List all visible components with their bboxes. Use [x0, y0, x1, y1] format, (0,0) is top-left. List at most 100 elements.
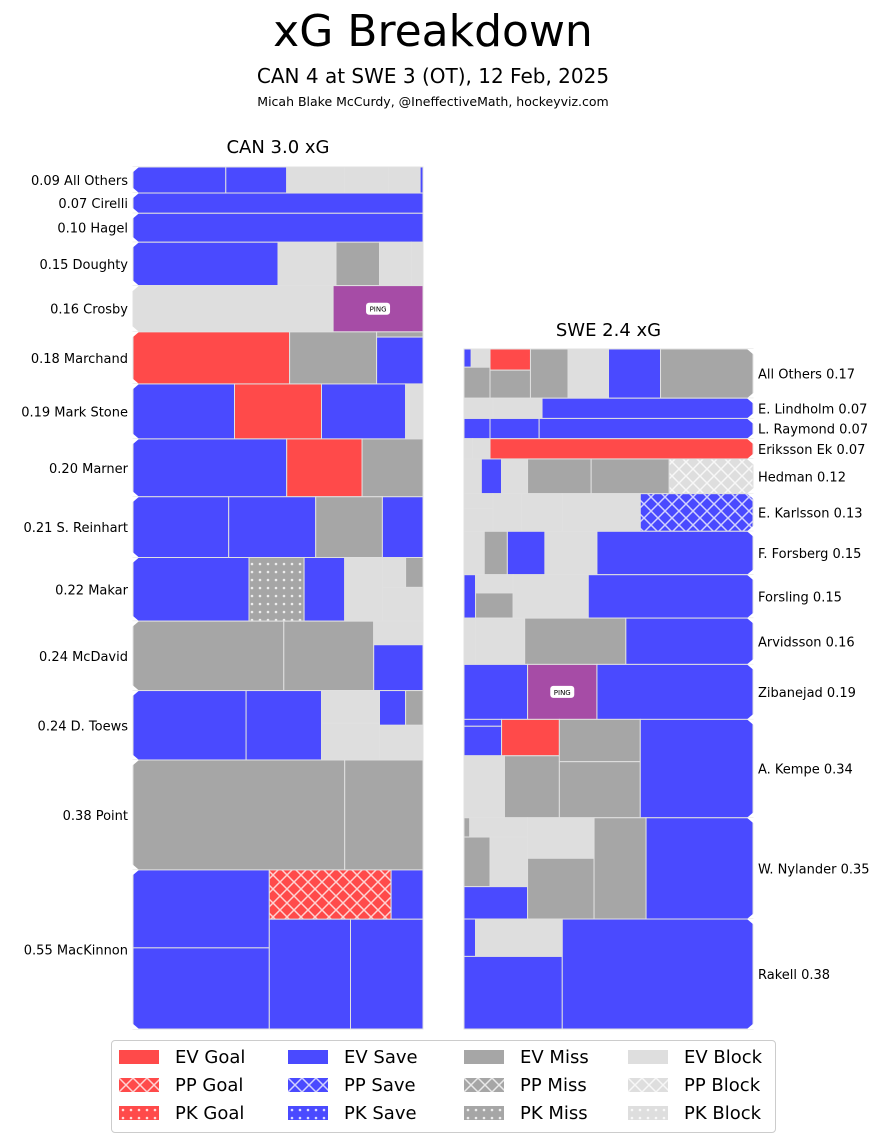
shot-ev-goal [286, 438, 363, 498]
row-notch [747, 913, 754, 920]
legend-label: PK Save [344, 1102, 417, 1124]
player-row-0-10-hagel: 0.10 Hagel [57, 212, 424, 243]
shot-ev-save [321, 383, 407, 440]
shot-ev-miss [475, 592, 514, 619]
row-notch [132, 193, 139, 200]
shot-ev-block [489, 836, 529, 888]
row-notch [132, 490, 139, 497]
shot-ev-save [541, 397, 754, 419]
shot-ev-save [587, 574, 754, 619]
shot-ev-block [561, 493, 641, 532]
shot-ev-block [567, 348, 609, 399]
row-notch [747, 574, 754, 581]
chart-title: xG Breakdown [273, 6, 593, 57]
shot-ev-block [475, 617, 526, 665]
shot-ev-block [387, 166, 421, 194]
row-notch [132, 331, 139, 338]
row-notch [132, 869, 139, 876]
row-notch [747, 487, 754, 494]
legend-swatch [288, 1050, 328, 1064]
shot-ev-save [463, 574, 477, 619]
row-notch [747, 432, 754, 439]
legend-swatch [628, 1106, 668, 1120]
shot-ev-block [381, 586, 424, 622]
row-notch [747, 418, 754, 425]
row-notch [747, 458, 754, 465]
row-notch [747, 392, 754, 399]
row-notch [132, 557, 139, 564]
row-notch [132, 759, 139, 766]
player-row-0-24-mcdavid: 0.24 McDavid [39, 620, 424, 692]
shot-ev-miss [283, 620, 375, 692]
shot-ev-miss [463, 817, 471, 838]
player-label: 0.24 D. Toews [38, 719, 129, 734]
shot-ev-block [492, 397, 543, 419]
legend-item-pp-block: PP Block [628, 1073, 760, 1097]
legend-item-pp-miss: PP Miss [464, 1073, 587, 1097]
shot-ev-block [321, 690, 380, 724]
legend-swatch [288, 1106, 328, 1120]
shot-ev-block [463, 617, 477, 665]
legend-swatch [288, 1078, 328, 1092]
row-notch [132, 615, 139, 622]
legend-item-pk-save: PK Save [288, 1101, 417, 1125]
player-label: Eriksson Ek 0.07 [758, 443, 865, 458]
shot-ev-block [463, 530, 485, 576]
player-label: E. Lindholm 0.07 [758, 402, 867, 417]
legend-swatch [464, 1106, 504, 1120]
player-row-rakell-0-38: Rakell 0.38 [463, 918, 830, 1030]
shot-ev-block [381, 557, 407, 588]
player-label: 0.10 Hagel [57, 222, 128, 237]
shot-ev-save [303, 557, 346, 622]
shot-ev-save [463, 718, 503, 727]
player-label: 0.55 MacKinnon [24, 943, 128, 958]
legend-label: PP Save [344, 1074, 416, 1096]
shot-ev-miss [344, 759, 424, 871]
shot-ev-block [277, 241, 337, 287]
shot-ev-save [625, 617, 754, 665]
row-notch [132, 551, 139, 558]
shot-ev-save [506, 530, 546, 576]
row-notch [132, 285, 139, 292]
shot-ev-miss [463, 366, 491, 399]
shot-ev-miss [483, 530, 508, 576]
legend-label: PP Miss [520, 1074, 587, 1096]
shot-ev-save [419, 166, 424, 194]
ping-badge [366, 302, 391, 315]
shot-ev-miss [660, 348, 754, 399]
row-notch [132, 242, 139, 249]
shot-pp-save [639, 493, 754, 532]
row-notch [747, 664, 754, 671]
player-label: 0.18 Marchand [31, 352, 128, 367]
shot-ev-save [132, 383, 235, 440]
shot-ev-block [472, 438, 491, 460]
player-label: Hedman 0.12 [758, 470, 846, 485]
player-label: A. Kempe 0.34 [758, 763, 853, 778]
player-row-0-21-s-reinhart: 0.21 S. Reinhart [23, 496, 424, 559]
shot-ev-miss [361, 438, 424, 498]
shot-ev-miss [489, 369, 531, 399]
legend-swatch [628, 1078, 668, 1092]
row-notch [132, 496, 139, 503]
shot-ev-save [228, 496, 317, 559]
player-label: E. Karlsson 0.13 [758, 506, 863, 521]
player-row-0-15-doughty: 0.15 Doughty [39, 241, 424, 287]
shot-ev-block [410, 241, 424, 287]
shot-ev-save [350, 918, 424, 1030]
player-row-w-nylander-0-35: W. Nylander 0.35 [463, 817, 870, 920]
shot-ev-block [463, 438, 474, 460]
player-label: 0.22 Makar [55, 583, 129, 598]
player-row-0-19-mark-stone: 0.19 Mark Stone [21, 383, 424, 440]
row-notch [132, 325, 139, 332]
shot-ev-save [379, 690, 407, 726]
player-row-eriksson-ek-0-07: Eriksson Ek 0.07 [463, 438, 865, 460]
shot-ev-goal [489, 438, 754, 460]
shot-ev-miss [376, 331, 424, 338]
shot-ev-miss [289, 331, 378, 385]
shot-ev-save [268, 918, 351, 1030]
row-notch [132, 621, 139, 628]
legend-item-pp-goal: PP Goal [119, 1073, 243, 1097]
player-row-0-55-mackinnon: 0.55 MacKinnon [24, 869, 424, 1030]
legend-label: EV Block [684, 1046, 763, 1068]
shot-ev-save [463, 725, 503, 757]
